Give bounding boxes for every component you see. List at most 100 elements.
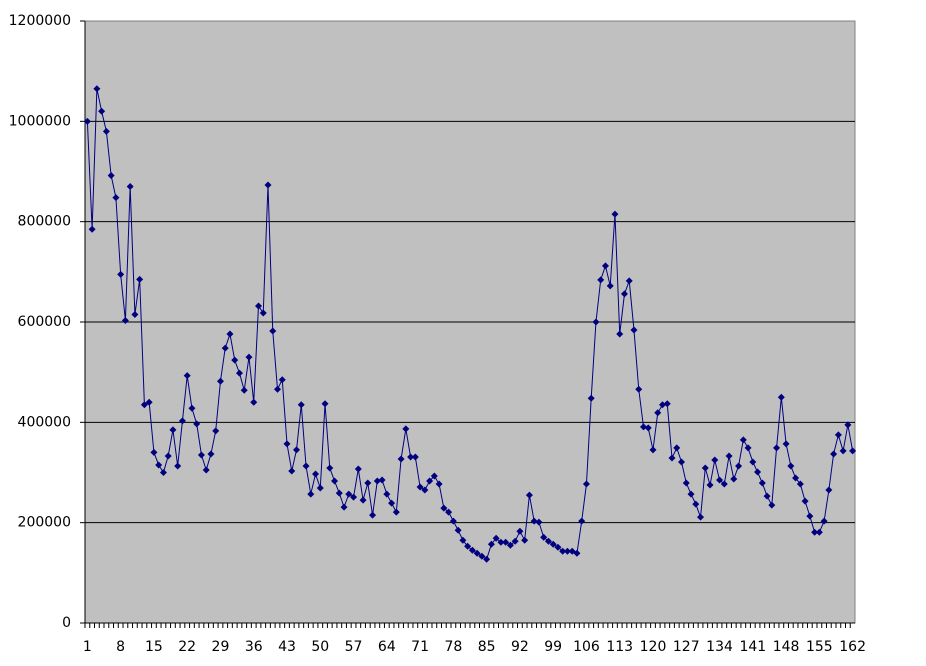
data-point [706,481,714,489]
data-point [806,512,814,520]
data-point [559,547,567,555]
data-point [639,423,647,431]
data-point [369,511,377,519]
data-point [468,546,476,554]
data-point [749,458,757,466]
data-point [274,385,281,393]
data-point [587,394,595,402]
data-point [231,356,239,364]
data-point [506,541,514,549]
data-point [473,549,481,557]
data-point [625,277,633,285]
x-tick-label: 1 [83,639,92,655]
y-tick-label: 1000000 [9,113,71,129]
data-point [312,470,320,478]
data-point [525,491,533,499]
data-point [601,262,609,270]
x-tick-label: 92 [511,639,529,655]
data-point [668,454,676,462]
data-point [178,417,186,425]
data-point [435,480,443,488]
data-point [202,466,210,474]
data-point [126,183,134,191]
data-point [511,537,519,545]
data-point [682,479,690,487]
data-point [654,409,662,417]
data-point [155,461,163,469]
data-point [98,107,106,115]
x-tick-label: 8 [116,639,125,655]
data-point [544,537,552,545]
series-line [86,88,854,561]
data-point [616,330,624,338]
data-point [478,552,486,560]
data-point [497,538,505,546]
data-point [758,479,766,487]
data-point [844,421,852,429]
data-point [297,401,305,409]
x-tick-label: 155 [806,639,833,655]
x-tick-label: 36 [245,639,263,655]
data-point [216,377,224,385]
data-point [521,536,529,544]
data-point [744,444,752,452]
data-point [820,517,828,525]
data-point [159,469,167,476]
data-point [197,451,205,459]
data-point [221,344,229,352]
data-point [849,447,857,455]
data-point [383,490,391,498]
data-point [739,436,747,444]
data-point [792,474,800,482]
data-point [373,477,381,485]
data-point [117,270,125,278]
data-point [407,453,415,461]
data-point [359,496,367,504]
data-point [174,462,182,470]
x-tick-label: 71 [411,639,429,655]
x-tick-label: 57 [345,639,363,655]
data-point [183,372,191,380]
data-point [697,513,705,521]
x-tick-label: 64 [378,639,396,655]
data-point [345,490,353,498]
data-point [140,401,148,409]
data-point [430,472,438,480]
data-point [316,484,324,492]
data-point [254,302,262,310]
data-point [93,85,101,93]
data-point [445,508,453,516]
data-point [207,450,215,458]
data-point [102,127,110,135]
y-tick-label: 800000 [18,214,71,230]
y-tick-label: 1200000 [9,13,71,29]
data-point [763,492,771,500]
data-point [644,424,652,432]
data-point [659,401,666,409]
data-point [397,455,405,463]
data-point [606,282,614,290]
data-point [483,555,491,563]
data-point [649,446,657,454]
data-point [283,440,291,448]
data-point [801,497,809,505]
data-point [416,483,424,491]
data-point [269,327,277,335]
data-point [716,476,724,484]
data-point [150,448,158,456]
data-point [388,499,396,507]
x-tick-label: 78 [444,639,462,655]
data-point [131,310,139,318]
x-tick-label: 99 [544,639,562,655]
data-point [635,385,643,393]
x-tick-label: 50 [311,639,329,655]
data-point [611,210,619,218]
x-tick-label: 113 [606,639,633,655]
data-point [701,464,709,472]
data-point [235,369,243,377]
data-point [663,400,671,408]
data-point [164,452,172,460]
data-point [692,500,700,508]
data-point [678,458,686,466]
